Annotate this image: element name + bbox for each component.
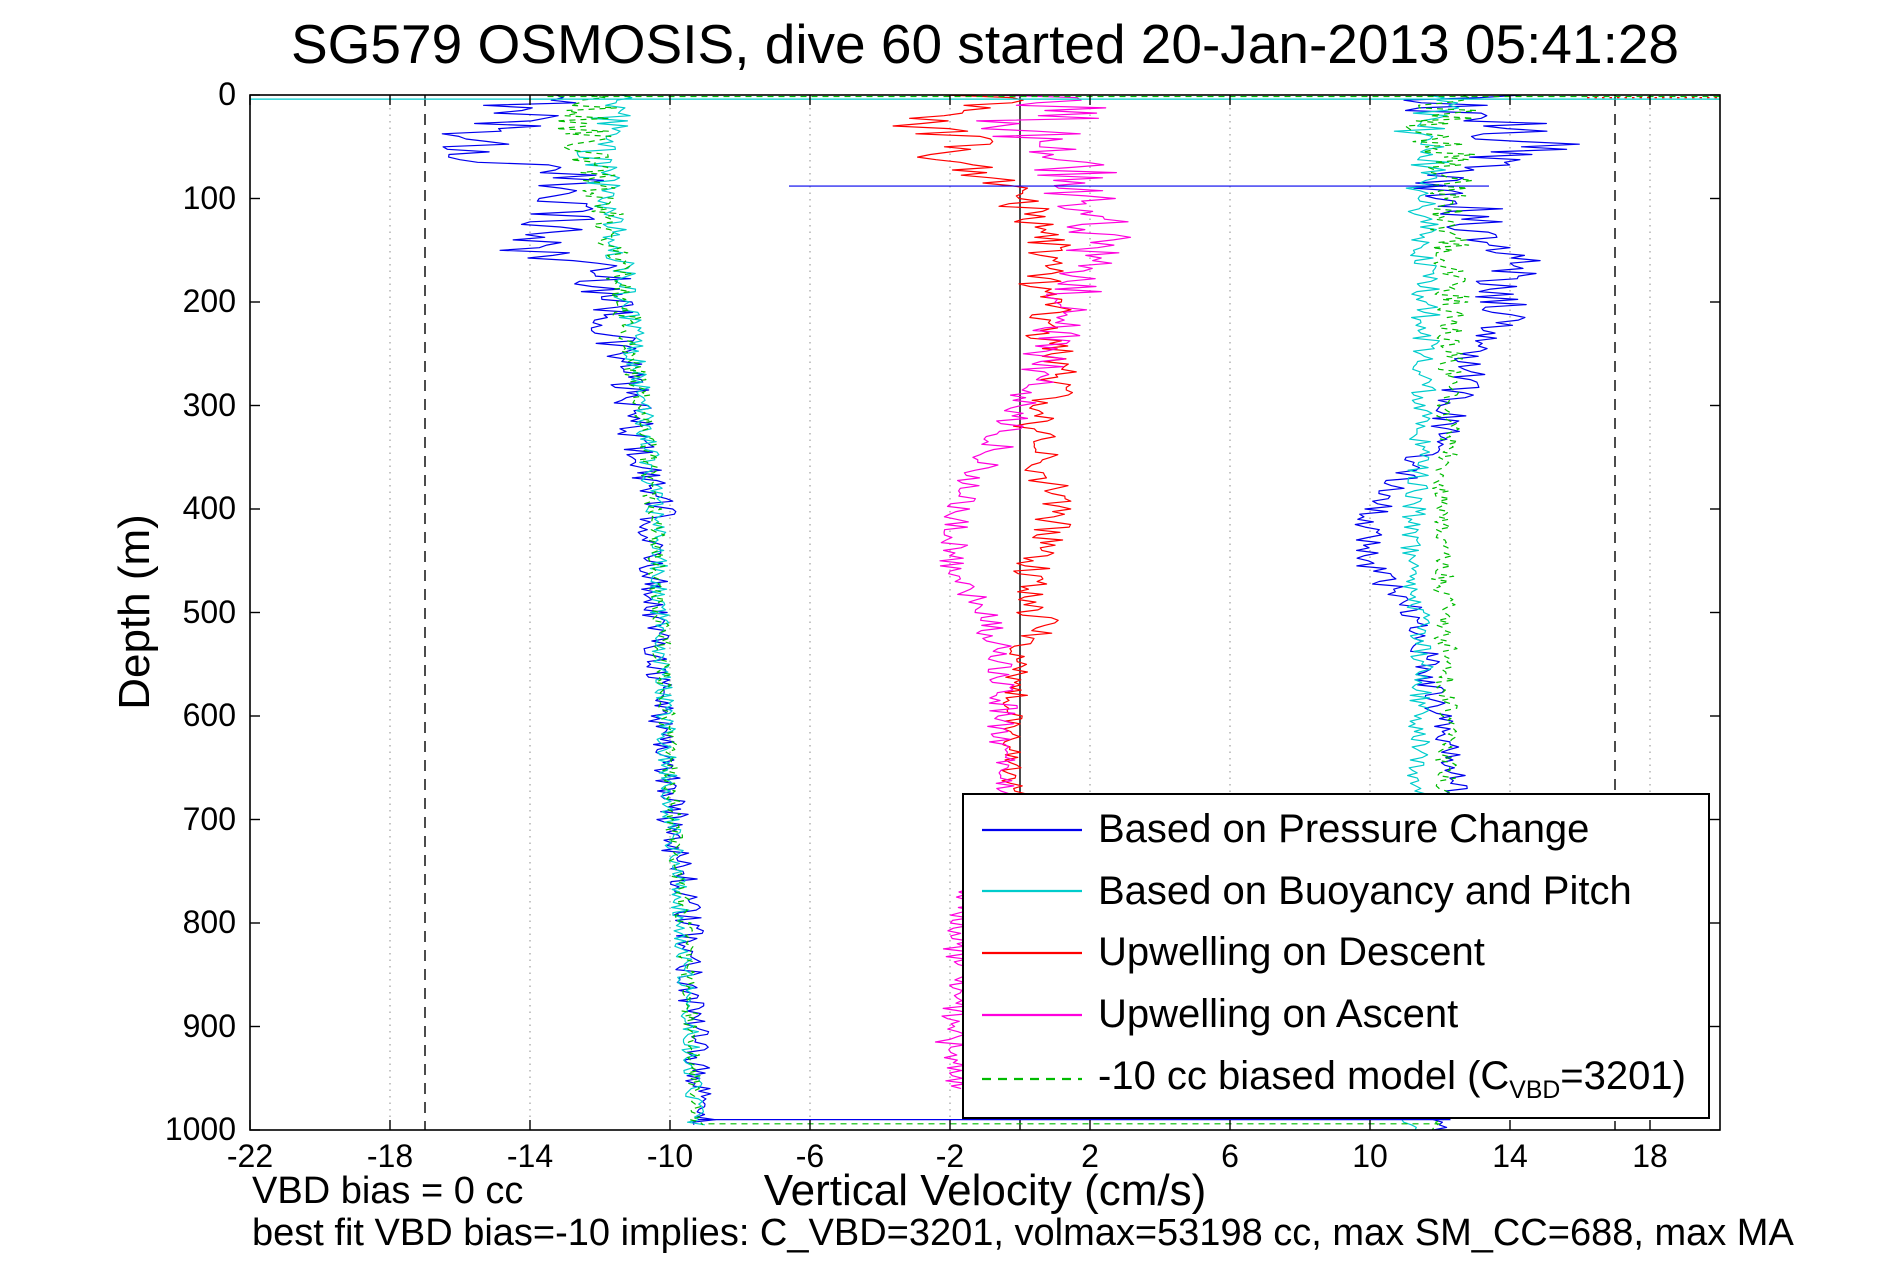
legend-item: Upwelling on Ascent bbox=[964, 992, 1708, 1037]
x-tick-label: -14 bbox=[506, 1138, 554, 1174]
legend-item: Upwelling on Descent bbox=[964, 930, 1708, 975]
y-tick-label: 900 bbox=[182, 1007, 236, 1044]
x-tick-label: -6 bbox=[795, 1138, 825, 1174]
series-upwelling-ascent bbox=[934, 95, 1132, 1090]
best-fit-annotation: best fit VBD bias=-10 implies: C_VBD=320… bbox=[252, 1212, 1794, 1254]
vbd-bias-annotation: VBD bias = 0 cc bbox=[252, 1170, 524, 1212]
legend-line-sample bbox=[982, 890, 1082, 893]
legend-item: Based on Pressure Change bbox=[964, 807, 1708, 852]
legend-item-label: -10 cc biased model (CVBD=3201) bbox=[1098, 1053, 1686, 1104]
x-tick-label: 14 bbox=[1492, 1138, 1528, 1174]
legend: Based on Pressure Change Based on Buoyanc… bbox=[962, 793, 1710, 1119]
series-model-descent bbox=[555, 95, 704, 1126]
legend-line-sample bbox=[982, 1013, 1082, 1016]
y-tick-label: 0 bbox=[218, 76, 236, 112]
legend-item-label: Based on Pressure Change bbox=[1098, 807, 1590, 852]
legend-line-sample bbox=[982, 951, 1082, 955]
legend-line-sample bbox=[982, 1078, 1082, 1081]
y-tick-label: 800 bbox=[182, 904, 236, 940]
x-tick-label: 6 bbox=[1221, 1138, 1239, 1174]
y-tick-label: 200 bbox=[182, 283, 236, 319]
series-upwelling-descent bbox=[892, 95, 1077, 797]
x-tick-label: -22 bbox=[226, 1138, 274, 1174]
y-tick-label: 600 bbox=[182, 697, 236, 733]
y-tick-label: 700 bbox=[182, 800, 236, 837]
x-axis-label: Vertical Velocity (cm/s) bbox=[763, 1166, 1207, 1215]
x-tick-label: 18 bbox=[1632, 1138, 1668, 1174]
chart-title: SG579 OSMOSIS, dive 60 started 20-Jan-20… bbox=[290, 13, 1680, 75]
legend-item-label: Based on Buoyancy and Pitch bbox=[1098, 868, 1632, 913]
x-tick-label: -10 bbox=[646, 1138, 694, 1174]
x-tick-label: 10 bbox=[1352, 1138, 1388, 1174]
y-tick-label: 400 bbox=[182, 490, 236, 526]
y-tick-label: 500 bbox=[182, 593, 236, 630]
series-descent-buoyancy bbox=[576, 95, 705, 1126]
x-tick-label: -18 bbox=[366, 1138, 414, 1174]
legend-item: -10 cc biased model (CVBD=3201) bbox=[964, 1054, 1708, 1105]
legend-item-label: Upwelling on Ascent bbox=[1098, 992, 1459, 1037]
y-tick-label: 100 bbox=[182, 179, 236, 216]
y-tick-label: 1000 bbox=[164, 1111, 236, 1147]
legend-item-label: Upwelling on Descent bbox=[1098, 930, 1485, 975]
legend-line-sample bbox=[982, 828, 1082, 831]
y-tick-label: 300 bbox=[182, 386, 236, 423]
x-tick-label: -2 bbox=[935, 1138, 965, 1174]
legend-item: Based on Buoyancy and Pitch bbox=[964, 869, 1708, 914]
x-tick-label: 2 bbox=[1081, 1138, 1099, 1174]
series-descent-pressure bbox=[441, 95, 716, 1126]
